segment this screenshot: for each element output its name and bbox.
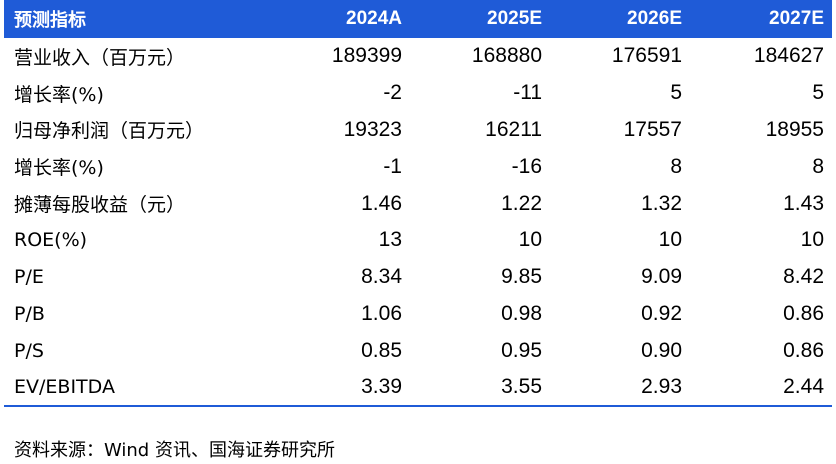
cell-value: 0.95: [501, 338, 542, 362]
table-row: EV/EBITDA 3.39 3.55 2.93 2.44: [4, 369, 832, 407]
forecast-table: 预测指标 2024A 2025E 2026E 2027E 营业收入（百万元） 1…: [4, 0, 832, 407]
cell-value: 189399: [331, 44, 402, 68]
cell-value: 0.85: [361, 338, 402, 362]
cell-value: 176591: [611, 44, 682, 68]
cell-value: -16: [511, 154, 542, 178]
cell-value: 0.92: [641, 301, 682, 325]
table-row: 增长率(%) -1 -16 8 8: [4, 148, 832, 185]
header-year-2027e: 2027E: [769, 8, 824, 29]
cell-value: 5: [812, 81, 824, 105]
row-label: P/E: [14, 266, 44, 289]
cell-value: -11: [513, 81, 542, 105]
cell-value: 19323: [343, 117, 402, 141]
table-row: 摊薄每股收益（元） 1.46 1.22 1.32 1.43: [4, 185, 832, 222]
cell-value: 2.44: [690, 369, 832, 407]
header-year-2024a: 2024A: [346, 8, 402, 29]
table-row: 营业收入（百万元） 189399 168880 176591 184627: [4, 38, 832, 75]
cell-value: 3.55: [410, 369, 550, 407]
header-year-2026e: 2026E: [627, 8, 682, 29]
source-note: 资料来源：Wind 资讯、国海证券研究所: [14, 440, 335, 461]
cell-value: 1.22: [501, 191, 542, 215]
row-label: 增长率(%): [14, 157, 104, 180]
cell-value: -2: [383, 81, 402, 105]
table-row: P/B 1.06 0.98 0.92 0.86: [4, 296, 832, 333]
cell-value: 8.42: [783, 265, 824, 289]
row-label: P/B: [14, 302, 45, 325]
cell-value: 8: [670, 154, 682, 178]
row-label: 摊薄每股收益（元）: [14, 194, 186, 217]
row-label: ROE(%): [14, 229, 88, 252]
cell-value: 2.93: [550, 369, 690, 407]
row-label: EV/EBITDA: [4, 369, 268, 407]
table-header-row: 预测指标 2024A 2025E 2026E 2027E: [4, 0, 832, 38]
table-row: 增长率(%) -2 -11 5 5: [4, 75, 832, 112]
cell-value: 8: [812, 154, 824, 178]
cell-value: 9.85: [501, 265, 542, 289]
cell-value: -1: [383, 154, 402, 178]
row-label: 增长率(%): [14, 83, 104, 106]
cell-value: 10: [518, 228, 542, 252]
header-year-2025e: 2025E: [487, 8, 542, 29]
cell-value: 1.46: [361, 191, 402, 215]
cell-value: 9.09: [641, 265, 682, 289]
cell-value: 1.43: [783, 191, 824, 215]
row-label: P/S: [14, 339, 44, 362]
cell-value: 18955: [765, 117, 824, 141]
cell-value: 0.90: [641, 338, 682, 362]
cell-value: 10: [658, 228, 682, 252]
cell-value: 5: [670, 81, 682, 105]
cell-value: 16211: [485, 117, 542, 141]
cell-value: 168880: [471, 44, 542, 68]
cell-value: 10: [800, 228, 824, 252]
cell-value: 0.98: [501, 301, 542, 325]
cell-value: 0.86: [783, 301, 824, 325]
cell-value: 1.06: [361, 301, 402, 325]
cell-value: 13: [378, 228, 402, 252]
table-row: 归母净利润（百万元） 19323 16211 17557 18955: [4, 112, 832, 149]
cell-value: 8.34: [361, 265, 402, 289]
cell-value: 17557: [623, 117, 682, 141]
table-row: P/S 0.85 0.95 0.90 0.86: [4, 332, 832, 369]
cell-value: 3.39: [268, 369, 410, 407]
header-label: 预测指标: [14, 10, 86, 31]
cell-value: 184627: [753, 44, 824, 68]
table-row: P/E 8.34 9.85 9.09 8.42: [4, 259, 832, 296]
row-label: 归母净利润（百万元）: [14, 120, 205, 143]
cell-value: 1.32: [641, 191, 682, 215]
cell-value: 0.86: [783, 338, 824, 362]
table-row: ROE(%) 13 10 10 10: [4, 222, 832, 259]
row-label: 营业收入（百万元）: [14, 46, 186, 69]
